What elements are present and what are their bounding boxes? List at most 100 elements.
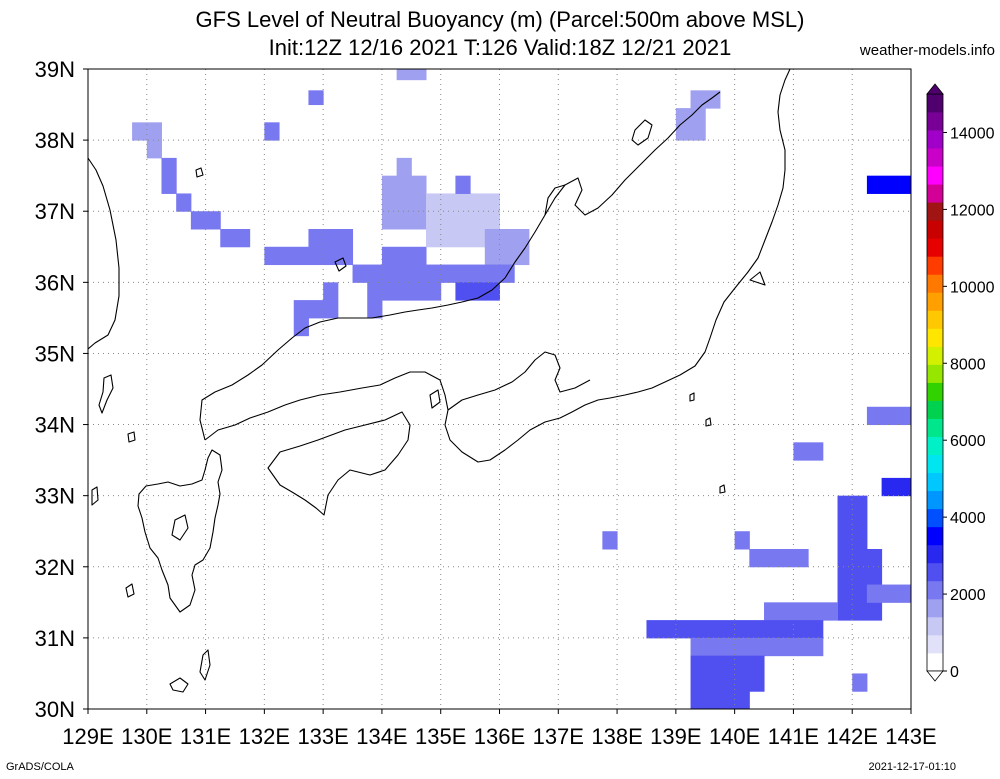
- field-cell: [264, 246, 354, 266]
- field-cell: [852, 673, 868, 692]
- coast-honshu-south: [204, 69, 791, 463]
- colorbar-segment: [927, 580, 943, 600]
- field-cell: [690, 691, 750, 709]
- colorbar-segment: [927, 274, 943, 293]
- field-cell: [396, 157, 412, 177]
- colorbar-label: 2000: [950, 587, 986, 604]
- field-cell: [440, 264, 515, 283]
- map-title-line2: Init:12Z 12/16 2021 T:126 Valid:18Z 12/2…: [268, 35, 732, 60]
- colorbar-min-arrow: [926, 670, 944, 682]
- lon-tick-label: 136E: [474, 724, 525, 749]
- lon-tick-label: 142E: [827, 724, 878, 749]
- buoyancy-field: [132, 69, 911, 709]
- field-cell: [381, 175, 427, 230]
- colorbar-segment: [927, 562, 943, 582]
- field-cell: [176, 193, 192, 212]
- field-cell: [764, 602, 839, 621]
- colorbar-label: 12000: [950, 202, 995, 219]
- colorbar-segment: [927, 94, 943, 113]
- field-cell: [190, 211, 221, 230]
- lat-tick-label: 34N: [35, 413, 75, 438]
- field-cell: [734, 531, 750, 550]
- field-cell: [793, 442, 824, 461]
- colorbar-label: 14000: [950, 125, 995, 142]
- field-cell: [220, 229, 251, 248]
- colorbar-segment: [927, 634, 943, 654]
- field-cell: [264, 122, 280, 141]
- colorbar-max-arrow: [926, 83, 944, 95]
- lat-tick-label: 37N: [35, 199, 75, 224]
- colorbar-segment: [927, 310, 943, 329]
- colorbar-segment: [927, 202, 943, 221]
- lat-tick-label: 31N: [35, 626, 75, 651]
- lon-tick-label: 141E: [768, 724, 819, 749]
- field-cell: [132, 122, 162, 141]
- colorbar-segment: [927, 490, 943, 510]
- colorbar-segment: [927, 616, 943, 636]
- lon-tick-label: 133E: [297, 724, 348, 749]
- source-label: weather-models.info: [859, 42, 995, 59]
- field-cell: [749, 549, 809, 568]
- coast-goto: [125, 583, 135, 598]
- field-cell: [381, 246, 427, 266]
- colorbar-segment: [927, 130, 943, 149]
- colorbar-segment: [927, 346, 943, 365]
- colorbar-segment: [927, 166, 943, 185]
- lon-tick-label: 140E: [709, 724, 760, 749]
- field-cell: [881, 477, 911, 497]
- lat-tick-label: 39N: [35, 57, 75, 82]
- coast-kii: [447, 351, 591, 411]
- colorbar-segment: [927, 454, 943, 474]
- colorbar-segment: [927, 382, 943, 401]
- colorbar-segment: [927, 598, 943, 618]
- field-cell: [602, 531, 618, 550]
- lat-tick-label: 33N: [35, 484, 75, 509]
- colorbar-segment: [927, 418, 943, 437]
- coast-sado: [631, 119, 653, 146]
- lon-tick-label: 137E: [533, 724, 584, 749]
- coast-oki: [334, 257, 347, 272]
- axis-ticks: 129E 130E 131E 132E 133E 134E 135E 136E 137E 138E…: [35, 57, 937, 749]
- field-cell: [308, 90, 324, 106]
- colorbar-label: 8000: [950, 356, 986, 373]
- coast-dogo: [195, 167, 204, 178]
- coast-shikoku: [267, 411, 411, 516]
- coast-awaji: [429, 389, 441, 409]
- lon-tick-label: 131E: [180, 724, 231, 749]
- colorbar-segment: [927, 328, 943, 347]
- coast-yakushima: [169, 677, 189, 693]
- field-cell: [308, 229, 354, 248]
- footer-credit: GrADS/COLA: [6, 761, 74, 773]
- lat-tick-label: 35N: [35, 341, 75, 366]
- colorbar-segment: [927, 112, 943, 131]
- colorbar-label: 6000: [950, 433, 986, 450]
- colorbar-segment: [927, 436, 943, 456]
- lon-tick-label: 132E: [239, 724, 290, 749]
- lon-tick-label: 130E: [121, 724, 172, 749]
- colorbar-segment: [927, 526, 943, 546]
- coast-kurile-hint: [749, 271, 766, 286]
- coast-honshu-north: [199, 91, 721, 441]
- lon-tick-label: 139E: [650, 724, 701, 749]
- lon-tick-label: 138E: [591, 724, 642, 749]
- colorbar-segment: [927, 220, 943, 239]
- colorbar: 0 2000 4000 6000 8000 10000 12000 14000: [926, 83, 995, 682]
- coastline: [88, 69, 791, 693]
- coast-izu-2: [705, 417, 712, 427]
- coast-izu-1: [689, 392, 695, 402]
- lon-tick-label: 143E: [885, 724, 936, 749]
- field-cell: [146, 140, 162, 159]
- field-cell: [690, 90, 721, 109]
- colorbar-segment: [927, 364, 943, 383]
- colorbar-label: 0: [950, 664, 959, 681]
- colorbar-segment: [927, 472, 943, 492]
- colorbar-segment: [927, 652, 943, 672]
- coast-tanegashima: [199, 649, 211, 681]
- field-cell: [866, 175, 911, 194]
- coast-tsushima: [98, 374, 114, 414]
- field-cell: [161, 157, 177, 194]
- field-cell: [690, 637, 824, 657]
- field-cell: [367, 282, 383, 319]
- field-cell: [837, 495, 868, 550]
